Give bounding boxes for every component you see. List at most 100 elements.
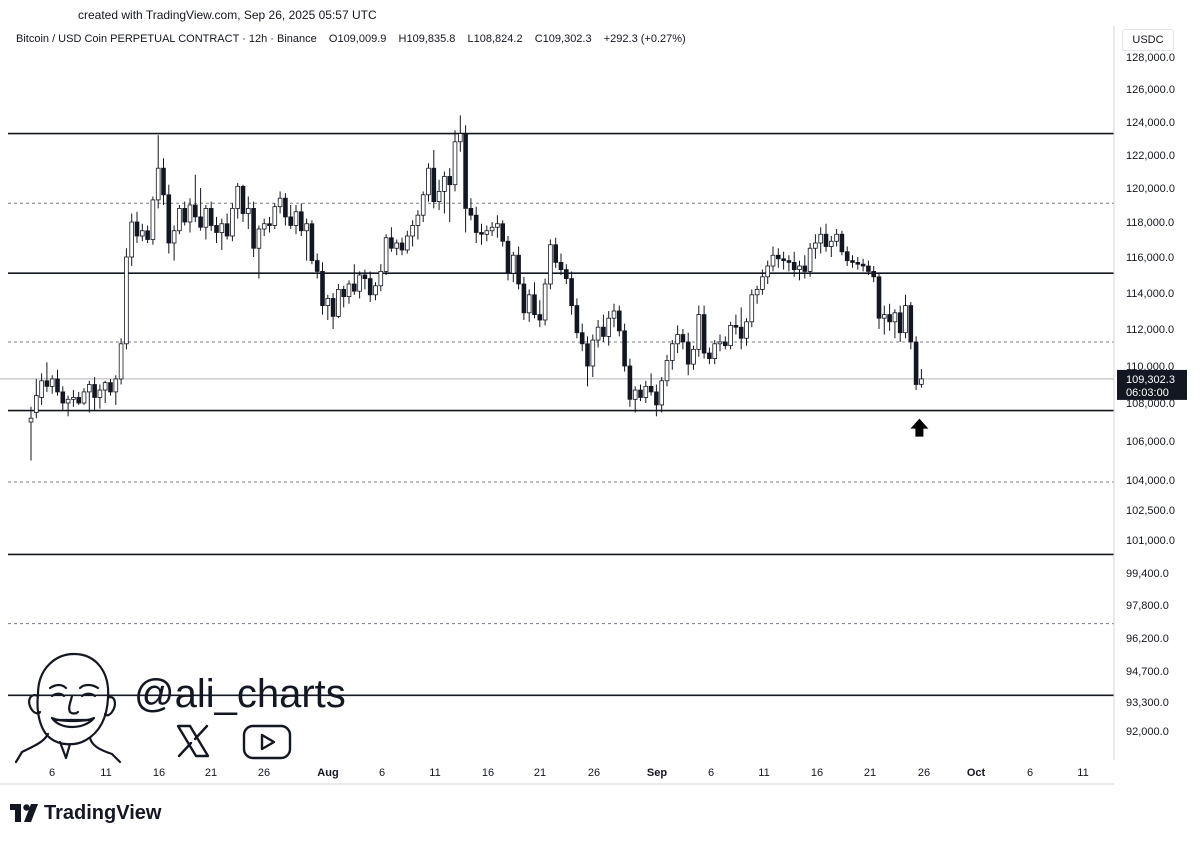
candle[interactable] (34, 378, 39, 419)
candle[interactable] (102, 380, 108, 403)
candle[interactable] (595, 320, 601, 348)
candle[interactable] (897, 305, 903, 342)
candle[interactable] (198, 188, 203, 231)
candle[interactable] (399, 237, 405, 256)
candle[interactable] (495, 215, 500, 238)
candle[interactable] (834, 229, 839, 247)
candle[interactable] (526, 289, 532, 322)
candle[interactable] (457, 115, 463, 152)
candle[interactable] (314, 253, 320, 279)
candle[interactable] (192, 174, 198, 222)
candle[interactable] (797, 260, 802, 281)
candle[interactable] (373, 282, 378, 301)
candle[interactable] (139, 223, 145, 242)
candle[interactable] (638, 384, 643, 402)
candle[interactable] (415, 210, 421, 240)
candle[interactable] (410, 220, 415, 247)
candle[interactable] (860, 258, 866, 272)
candle[interactable] (113, 375, 119, 405)
candle[interactable] (765, 260, 770, 284)
candle[interactable] (203, 205, 209, 240)
candle[interactable] (564, 264, 569, 284)
candle[interactable] (298, 203, 304, 236)
candle[interactable] (357, 271, 362, 299)
candle[interactable] (309, 220, 315, 265)
candle[interactable] (781, 251, 786, 270)
candle[interactable] (659, 377, 664, 413)
candle[interactable] (463, 125, 468, 233)
candle[interactable] (325, 294, 331, 320)
candle[interactable] (537, 300, 543, 328)
candle[interactable] (245, 196, 251, 230)
candle[interactable] (230, 203, 235, 242)
candle[interactable] (240, 184, 246, 222)
candle[interactable] (754, 285, 760, 304)
candle[interactable] (134, 211, 140, 243)
candle[interactable] (791, 251, 797, 277)
candle[interactable] (696, 305, 702, 357)
candle[interactable] (288, 205, 293, 229)
candle[interactable] (548, 239, 553, 290)
candle[interactable] (155, 135, 161, 209)
candle[interactable] (442, 171, 447, 214)
candle[interactable] (701, 305, 707, 359)
candle[interactable] (664, 354, 670, 387)
candle[interactable] (44, 362, 50, 392)
candle[interactable] (569, 271, 574, 315)
candle[interactable] (712, 340, 717, 365)
candle[interactable] (118, 338, 124, 385)
candle[interactable] (277, 191, 283, 214)
candle[interactable] (272, 203, 278, 229)
candle[interactable] (489, 222, 495, 236)
candle[interactable] (87, 380, 92, 413)
candle[interactable] (648, 373, 654, 396)
candle[interactable] (601, 314, 606, 342)
candle[interactable] (887, 303, 892, 331)
candle[interactable] (484, 225, 490, 242)
candle[interactable] (330, 293, 336, 329)
candle[interactable] (447, 168, 452, 222)
candle[interactable] (802, 255, 808, 279)
time-axis[interactable]: 6 11 16 21 26 Aug 6 11 16 21 26 Sep 6 11 16 21 26 Oct 6 11 (0, 767, 1114, 785)
candle[interactable] (235, 183, 241, 219)
candle[interactable] (670, 340, 675, 370)
candle[interactable] (770, 246, 776, 272)
candle[interactable] (521, 276, 527, 320)
candle[interactable] (39, 373, 44, 405)
x-icon[interactable] (174, 722, 212, 760)
price-axis[interactable]: 128,000.0 126,000.0 124,000.0 122,000.0 120,… (1113, 26, 1187, 760)
symbol-name[interactable]: Bitcoin / USD Coin PERPETUAL CONTRACT · … (16, 33, 317, 45)
candle[interactable] (452, 130, 458, 192)
candle[interactable] (738, 307, 744, 350)
candle[interactable] (532, 282, 537, 319)
up-arrow-icon[interactable] (910, 418, 929, 437)
candle[interactable] (786, 255, 792, 272)
candle[interactable] (283, 193, 288, 226)
candle[interactable] (108, 378, 113, 396)
candle[interactable] (420, 191, 426, 222)
candle[interactable] (71, 390, 76, 407)
candle[interactable] (177, 205, 182, 235)
candle[interactable] (214, 216, 219, 243)
candle[interactable] (97, 384, 103, 409)
candle[interactable] (855, 257, 861, 270)
candle[interactable] (542, 278, 548, 326)
candle[interactable] (49, 375, 55, 394)
candle[interactable] (760, 269, 765, 295)
candle[interactable] (622, 323, 627, 372)
candle[interactable] (267, 216, 272, 233)
candle[interactable] (813, 234, 818, 259)
candle[interactable] (818, 227, 823, 254)
candle[interactable] (293, 205, 299, 235)
candle[interactable] (362, 269, 368, 290)
candle[interactable] (553, 237, 558, 268)
candle[interactable] (431, 150, 437, 209)
candle[interactable] (829, 236, 834, 257)
candle[interactable] (161, 158, 166, 205)
candle[interactable] (468, 198, 474, 221)
candle[interactable] (394, 239, 399, 256)
candle[interactable] (516, 246, 521, 290)
candle[interactable] (691, 345, 696, 370)
candle[interactable] (60, 386, 66, 411)
candle[interactable] (882, 305, 887, 335)
